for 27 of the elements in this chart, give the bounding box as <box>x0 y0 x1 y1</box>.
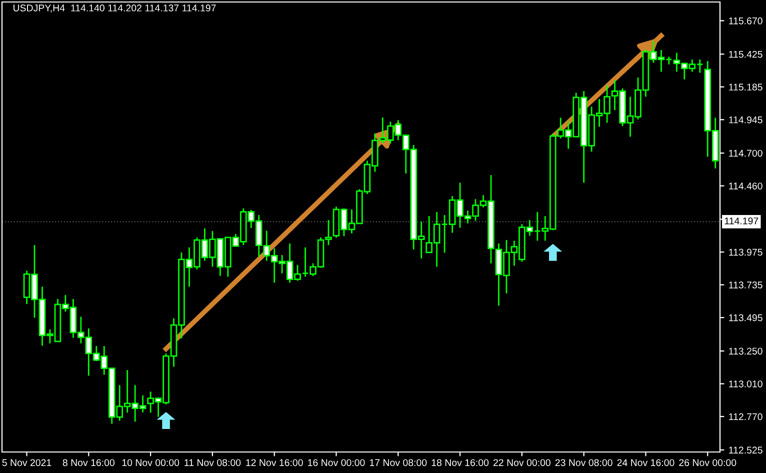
x-tick-label: 8 Nov 16:00 <box>62 459 114 466</box>
x-tick-label: 12 Nov 16:00 <box>246 459 303 466</box>
y-tick-label: 113.975 <box>729 248 762 256</box>
x-tick-label: 11 Nov 08:00 <box>184 459 241 466</box>
y-tick-label: 113.010 <box>729 380 762 388</box>
y-tick-label: 112.770 <box>729 413 762 420</box>
x-tick-label: 18 Nov 16:00 <box>432 459 489 466</box>
y-tick-label: 114.945 <box>729 116 762 124</box>
y-tick-label: 115.670 <box>729 17 762 24</box>
y-tick-label: 113.735 <box>729 282 762 288</box>
ref-line-label: 114.197 <box>724 217 758 224</box>
x-tick-label: 26 Nov 00:00 <box>679 459 736 466</box>
y-tick-label: 114.460 <box>729 182 762 190</box>
x-tick-label: 22 Nov 00:00 <box>494 459 550 466</box>
chart-title: USDJPY,H4 114.140 114.202 114.137 114.197 <box>14 4 216 13</box>
y-tick-label: 113.495 <box>729 314 762 322</box>
y-tick-label: 114.700 <box>729 150 762 157</box>
x-tick-label: 5 Nov 2021 <box>2 459 52 466</box>
x-tick-label: 17 Nov 08:00 <box>370 459 427 466</box>
x-tick-label: 24 Nov 16:00 <box>617 459 674 466</box>
y-tick-label: 115.185 <box>729 84 762 91</box>
x-tick-label: 16 Nov 00:00 <box>308 459 365 466</box>
x-tick-label: 23 Nov 08:00 <box>555 459 612 466</box>
y-tick-label: 115.425 <box>729 50 762 58</box>
y-tick-label: 112.525 <box>729 446 762 454</box>
y-tick-label: 113.250 <box>729 348 762 355</box>
x-tick-label: 10 Nov 00:00 <box>122 459 180 466</box>
